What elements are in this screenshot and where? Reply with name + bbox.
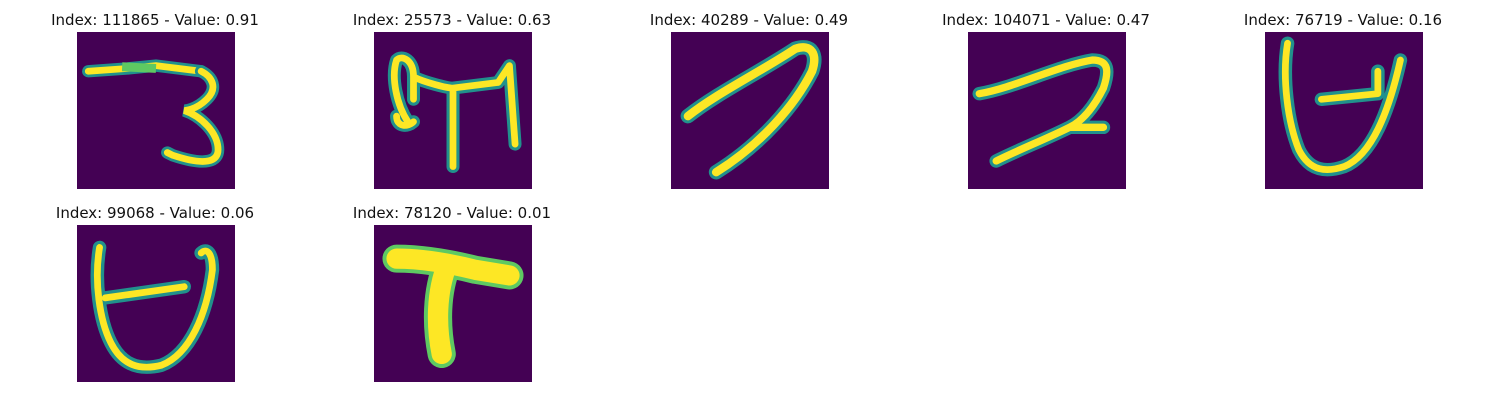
hook-stroke-image — [671, 32, 829, 189]
panel-4: Index: 104071 - Value: 0.47 — [891, 10, 1191, 200]
panel-title: Index: 25573 - Value: 0.63 — [352, 11, 552, 29]
digit-two-image — [968, 32, 1126, 189]
digit-three-image — [77, 32, 235, 189]
panel-title: Index: 104071 - Value: 0.47 — [942, 11, 1150, 29]
u-with-bar-image — [77, 225, 235, 382]
panel-5: Index: 76719 - Value: 0.16 — [1188, 10, 1488, 200]
panel-7: Index: 78120 - Value: 0.01 — [297, 203, 597, 393]
panel-2: Index: 25573 - Value: 0.63 — [297, 10, 597, 200]
panel-1: Index: 111865 - Value: 0.91 — [0, 10, 300, 200]
u-with-bar-image — [1265, 32, 1423, 189]
panel-title: Index: 78120 - Value: 0.01 — [352, 204, 552, 222]
letter-m-image — [374, 32, 532, 189]
panel-3: Index: 40289 - Value: 0.49 — [594, 10, 894, 200]
panel-6: Index: 99068 - Value: 0.06 — [0, 203, 300, 393]
panel-title: Index: 99068 - Value: 0.06 — [55, 204, 255, 222]
panel-title: Index: 40289 - Value: 0.49 — [649, 11, 849, 29]
panel-title: Index: 76719 - Value: 0.16 — [1243, 11, 1443, 29]
letter-t-image — [374, 225, 532, 382]
panel-title: Index: 111865 - Value: 0.91 — [51, 11, 259, 29]
